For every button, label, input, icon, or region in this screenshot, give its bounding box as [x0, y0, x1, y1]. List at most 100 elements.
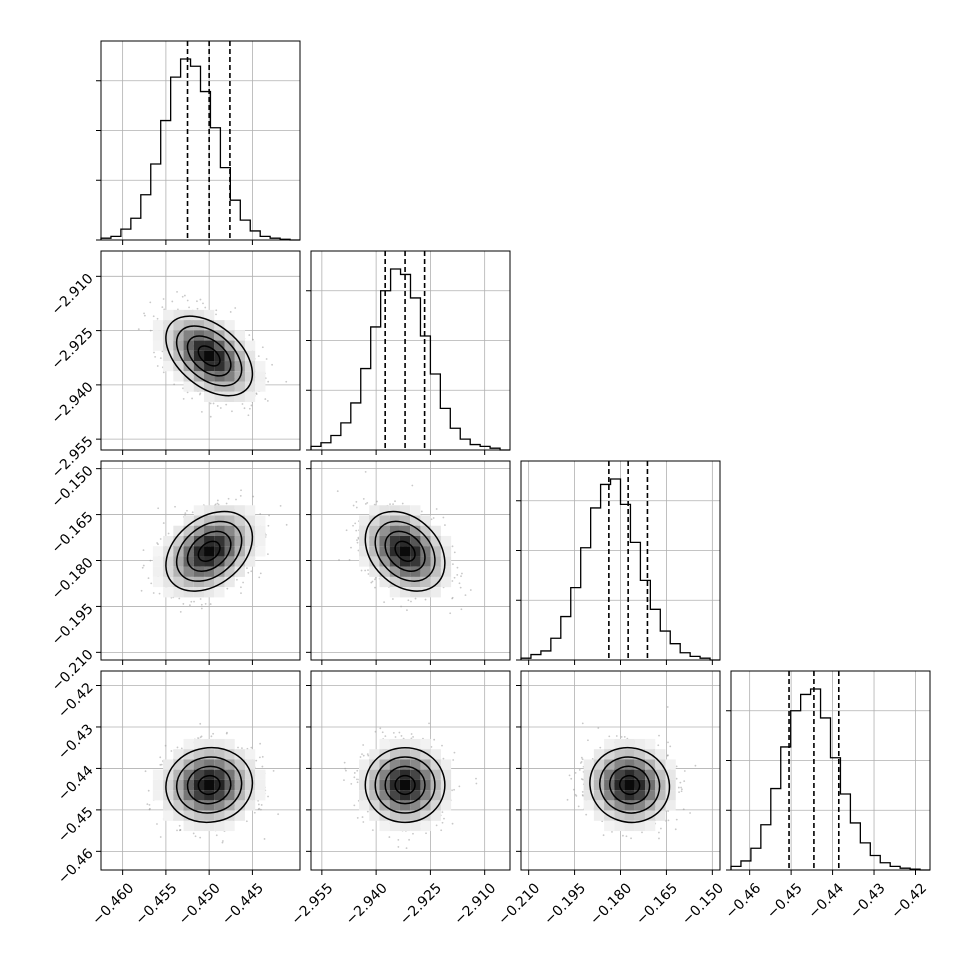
scatter-point: [285, 523, 288, 526]
density-cell: [234, 566, 245, 577]
density-cell: [163, 320, 174, 331]
scatter-point: [392, 598, 394, 600]
density-cell: [410, 556, 421, 567]
scatter-point: [255, 392, 258, 395]
scatter-point: [279, 504, 282, 507]
density-cell: [183, 515, 194, 526]
density-cell: [204, 515, 215, 526]
scatter-point: [140, 589, 143, 592]
scatter-point: [364, 470, 367, 473]
scatter-point: [190, 600, 193, 603]
panel-frame: [310, 250, 511, 451]
scatter-point: [364, 503, 367, 505]
density-cell: [214, 587, 225, 598]
density-cell: [214, 391, 225, 402]
scatter-point: [374, 576, 377, 579]
scatter-point: [469, 589, 472, 591]
density-panel-2-0: −0.210−0.195−0.180−0.165−0.150: [49, 460, 301, 695]
scatter-point: [217, 503, 220, 506]
scatter-point: [188, 306, 190, 309]
density-cell: [359, 556, 370, 567]
density-cell: [204, 556, 215, 567]
scatter-point: [248, 407, 251, 410]
density-cell: [204, 391, 215, 402]
density-cell: [420, 546, 431, 557]
density-cell: [389, 566, 400, 577]
scatter-point: [182, 387, 184, 390]
scatter-point: [159, 357, 162, 360]
scatter-point: [209, 402, 212, 405]
scatter-point: [209, 603, 212, 605]
density-cell: [430, 535, 441, 547]
scatter-point: [156, 542, 159, 544]
contour-line: [175, 325, 243, 387]
scatter-point: [240, 592, 242, 595]
y-tick-label: −2.940: [49, 379, 97, 427]
density-cell: [183, 576, 194, 588]
scatter-point: [352, 504, 355, 507]
scatter-point: [400, 605, 403, 608]
scatter-point: [182, 603, 185, 605]
density-cell: [440, 576, 452, 588]
scatter-point: [411, 484, 414, 487]
density-cell: [193, 320, 205, 331]
density-cell: [420, 535, 431, 547]
density-cell: [224, 525, 235, 536]
density-cell: [224, 505, 235, 516]
density-cell: [410, 576, 421, 588]
scatter-point: [461, 572, 463, 575]
scatter-point: [348, 559, 351, 561]
scatter-point: [193, 600, 195, 603]
scatter-point: [267, 553, 269, 556]
density-cell: [379, 505, 390, 516]
density-cell: [430, 546, 441, 557]
scatter-point: [192, 832, 195, 835]
density-cell: [369, 546, 380, 557]
density-cell: [183, 309, 194, 321]
scatter-point: [373, 503, 376, 506]
scatter-point: [460, 575, 462, 578]
scatter-point: [144, 770, 147, 773]
scatter-point: [355, 529, 358, 532]
density-cell: [204, 371, 215, 382]
scatter-point: [430, 518, 433, 521]
density-cell: [173, 587, 184, 598]
density-cell: [204, 505, 215, 516]
density-cell: [410, 566, 421, 577]
density-cell: [224, 566, 235, 577]
scatter-point: [158, 592, 161, 595]
density-cell: [379, 515, 390, 526]
density-cell: [410, 515, 421, 526]
scatter-point: [199, 392, 202, 395]
density-cell: [420, 566, 431, 577]
density-cell: [379, 525, 390, 536]
density-cell: [163, 535, 174, 547]
scatter-point: [137, 328, 140, 331]
density-cell: [183, 381, 194, 392]
y-tick-label: −0.195: [49, 601, 97, 649]
scatter-point: [392, 503, 394, 506]
scatter-point: [246, 567, 248, 569]
density-cell: [193, 576, 205, 588]
density-cell: [163, 576, 174, 588]
density-cell: [369, 566, 380, 577]
scatter-point: [252, 338, 254, 341]
scatter-point: [453, 551, 456, 554]
panel-frame: [100, 250, 301, 451]
density-cell: [255, 525, 266, 536]
density-cell: [204, 361, 215, 372]
density-cell: [204, 576, 215, 588]
density-cell: [224, 320, 235, 331]
density-cell: [430, 587, 441, 598]
density-cell: [369, 535, 380, 547]
density-cell: [420, 556, 431, 567]
contour-line: [197, 540, 221, 563]
scatter-point: [209, 415, 212, 418]
scatter-point: [357, 536, 360, 539]
scatter-point: [267, 524, 270, 527]
density-cell: [163, 587, 174, 598]
density-cell: [214, 381, 225, 392]
scatter-point: [247, 571, 250, 574]
scatter-point: [186, 299, 189, 302]
scatter-point: [157, 507, 160, 510]
